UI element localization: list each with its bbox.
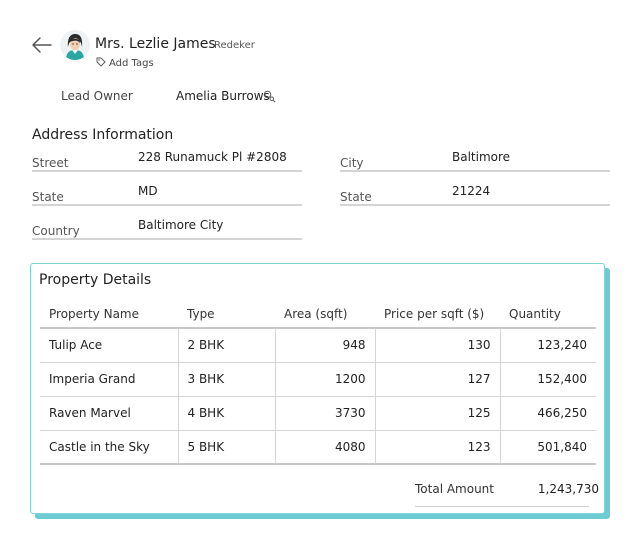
table-row[interactable]: Tulip Ace 2 BHK 948 130 123,240	[40, 328, 596, 363]
column-header-quantity: Quantity	[500, 300, 596, 329]
lead-owner-label: Lead Owner	[61, 89, 133, 103]
cell-area: 3730	[274, 396, 375, 431]
cell-quantity: 466,250	[499, 396, 596, 431]
record-header: Mrs. Lezlie James Redeker Add Tags	[30, 30, 430, 70]
country-value[interactable]: Baltimore City	[138, 218, 224, 232]
total-underline	[415, 506, 589, 507]
zip-label: State	[340, 190, 372, 204]
country-label: Country	[32, 224, 80, 238]
country-underline	[32, 238, 302, 240]
city-value[interactable]: Baltimore	[452, 150, 511, 164]
cell-type: 2 BHK	[177, 328, 275, 363]
city-underline	[340, 170, 610, 172]
cell-price: 123	[374, 430, 500, 465]
cell-quantity: 501,840	[499, 430, 596, 465]
state-field[interactable]: State MD	[32, 184, 302, 206]
column-header-area: Area (sqft)	[275, 300, 375, 329]
cell-area: 4080	[274, 430, 375, 465]
street-value[interactable]: 228 Runamuck Pl #2808	[138, 150, 287, 164]
street-field[interactable]: Street 228 Runamuck Pl #2808	[32, 150, 302, 172]
cell-quantity: 123,240	[499, 328, 596, 363]
cell-property-name: Imperia Grand	[40, 362, 178, 397]
contact-name: Mrs. Lezlie James	[95, 36, 216, 52]
add-tags-label: Add Tags	[109, 58, 154, 69]
column-header-price: Price per sqft ($)	[375, 300, 500, 329]
tag-icon	[96, 57, 106, 70]
cell-area: 1200	[274, 362, 375, 397]
state-underline	[32, 204, 302, 206]
country-field[interactable]: Country Baltimore City	[32, 218, 302, 240]
cell-type: 3 BHK	[177, 362, 275, 397]
lead-owner-row: Lead Owner Amelia Burrows	[61, 89, 291, 105]
search-icon[interactable]	[263, 90, 276, 103]
add-tags-button[interactable]: Add Tags	[96, 57, 154, 70]
property-table: Property Name Type Area (sqft) Price per…	[40, 300, 596, 465]
table-header-row: Property Name Type Area (sqft) Price per…	[40, 300, 596, 329]
cell-type: 5 BHK	[177, 430, 275, 465]
cell-property-name: Tulip Ace	[40, 328, 178, 363]
street-label: Street	[32, 156, 69, 170]
state-value[interactable]: MD	[138, 184, 158, 198]
cell-type: 4 BHK	[177, 396, 275, 431]
cell-price: 127	[374, 362, 500, 397]
city-field[interactable]: City Baltimore	[340, 150, 610, 172]
zip-underline	[340, 204, 610, 206]
state-label: State	[32, 190, 64, 204]
table-row[interactable]: Castle in the Sky 5 BHK 4080 123 501,840	[40, 430, 596, 465]
contact-surname: Redeker	[214, 40, 255, 51]
city-label: City	[340, 156, 364, 170]
zip-value[interactable]: 21224	[452, 184, 491, 198]
avatar	[60, 30, 90, 60]
total-amount-label: Total Amount	[415, 482, 494, 496]
property-details-card: Property Details Property Name Type Area…	[30, 263, 605, 514]
total-amount-row: Total Amount 1,243,730	[415, 482, 599, 507]
property-details-title: Property Details	[39, 272, 152, 288]
lead-owner-value[interactable]: Amelia Burrows	[176, 89, 270, 103]
table-row[interactable]: Imperia Grand 3 BHK 1200 127 152,400	[40, 362, 596, 397]
back-arrow-icon[interactable]	[30, 36, 54, 54]
cell-price: 125	[374, 396, 500, 431]
cell-area: 948	[274, 328, 375, 363]
address-section-title: Address Information	[32, 127, 174, 143]
column-header-property-name: Property Name	[40, 300, 178, 329]
street-underline	[32, 170, 302, 172]
cell-property-name: Castle in the Sky	[40, 430, 178, 465]
cell-price: 130	[374, 328, 500, 363]
table-row[interactable]: Raven Marvel 4 BHK 3730 125 466,250	[40, 396, 596, 431]
zip-field[interactable]: State 21224	[340, 184, 610, 206]
column-header-type: Type	[178, 300, 275, 329]
cell-property-name: Raven Marvel	[40, 396, 178, 431]
total-amount-value: 1,243,730	[537, 482, 599, 496]
cell-quantity: 152,400	[499, 362, 596, 397]
